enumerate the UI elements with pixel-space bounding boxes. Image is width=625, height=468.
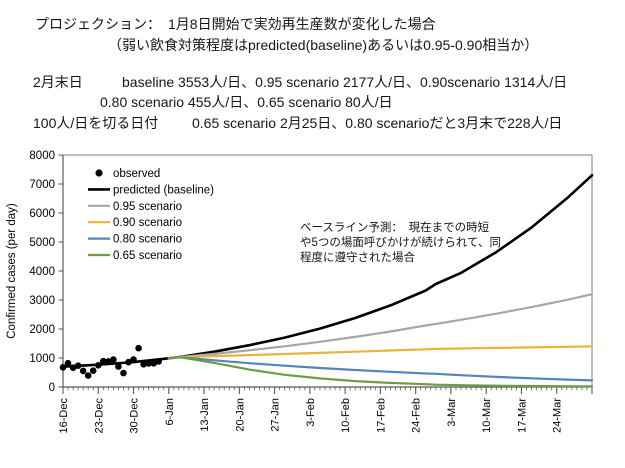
x-tick-label: 24-Feb [411,398,423,433]
observed-point [125,358,132,366]
observed-point [115,363,122,370]
x-tick-label: 20-Jan [234,398,246,432]
observed-points [59,344,162,379]
series-line-predicted-baseline [61,173,594,368]
observed-point [135,344,142,352]
legend-item-observed: observed [95,168,160,180]
observed-point [120,369,127,377]
y-tick-label: 8000 [29,150,55,162]
page-title: プロジェクション： 1月8日開始で実効再生産数が変化した場合 [35,16,436,32]
observed-point [100,357,107,365]
x-tick-label: 23-Dec [93,398,105,434]
observed-point [130,356,137,363]
legend-item-predicted-baseline: predicted (baseline) [88,184,214,196]
x-tick-label: 27-Jan [270,398,282,432]
observed-point [64,359,72,367]
y-tick-label: 2000 [29,324,55,336]
x-tick-label: 10-Mar [481,398,493,433]
observed-point [69,364,77,371]
series-line-0.80-scenario [167,356,594,382]
stats-line-1-text: baseline 3553人/日、0.95 scenario 2177人/日、0… [122,74,568,90]
observed-point [140,361,147,368]
stats-line-3-label: 100人/日を切る日付 [33,115,159,131]
observed-point [89,367,97,374]
legend-item-0.95-scenario: 0.95 scenario [88,201,182,213]
x-tick-label: 6-Jan [164,398,176,426]
observed-point [59,364,67,371]
x-tick-label: 17-Mar [516,398,528,433]
y-tick-label: 4000 [29,266,55,278]
y-tick-label: 0 [49,382,55,394]
observed-point [145,360,152,367]
chart-annotation: ベースライン予測： 現在までの時短 や5つの場面呼びかけが続けられて、同 程度に… [300,222,501,264]
x-tick-label: 16-Dec [58,398,70,434]
series-line-0.65-scenario [167,356,594,388]
y-tick-label: 6000 [29,208,55,220]
x-tick-label: 24-Mar [552,398,564,433]
observed-point [95,362,102,369]
series-line-0.95-scenario [167,293,594,360]
legend-label: predicted (baseline) [113,184,214,196]
stats-line-1-label: 2月末日 [33,74,83,90]
x-tick-label: 3-Mar [446,398,458,427]
observed-point [84,372,92,379]
y-axis-title: Confirmed cases (per day) [6,203,18,339]
legend-item-0.90-scenario: 0.90 scenario [88,217,182,229]
legend-marker-dot [95,169,103,177]
observed-point [155,358,162,365]
y-tick-label: 3000 [29,295,55,307]
series-line-0.90-scenario [167,345,594,360]
x-tick-label: 30-Dec [129,398,141,434]
observed-point [79,367,87,375]
x-tick-label: 17-Feb [375,398,387,433]
stats-line-3-text: 0.65 scenario 2月25日、0.80 scenarioだと3月末で2… [192,115,563,131]
observed-point [74,362,82,369]
page-subtitle: （弱い飲食対策程度はpredicted(baseline)あるいは0.95-0.… [108,37,539,53]
legend-label: 0.80 scenario [113,234,182,246]
stats-line-2: 0.80 scenario 455人/日、0.65 scenario 80人/日 [100,94,393,110]
legend-item-0.65-scenario: 0.65 scenario [88,250,182,262]
chart-legend: observed predicted (baseline) 0.95 scenari… [88,168,214,262]
legend-item-0.80-scenario: 0.80 scenario [88,234,182,246]
y-tick-label: 5000 [29,237,55,249]
legend-label: observed [113,168,160,180]
y-tick-label: 7000 [29,179,55,191]
chart: 0 1000 2000 3000 4000 5000 6000 7000 8000 Confirm… [6,150,594,434]
x-tick-label: 10-Feb [340,398,352,433]
legend-label: 0.95 scenario [113,201,182,213]
y-axis: 0 1000 2000 3000 4000 5000 6000 7000 8000 [29,150,64,394]
x-tick-label: 3-Feb [305,398,317,427]
legend-label: 0.90 scenario [113,217,182,229]
x-axis: 16-Dec 23-Dec 30-Dec 6-Jan 13-Jan 20-Jan 27-Ja… [58,386,593,434]
observed-point [110,356,117,363]
observed-point [150,360,157,367]
legend-label: 0.65 scenario [113,250,182,262]
x-tick-label: 13-Jan [199,398,211,432]
observed-point [105,358,112,365]
y-tick-label: 1000 [29,353,55,365]
